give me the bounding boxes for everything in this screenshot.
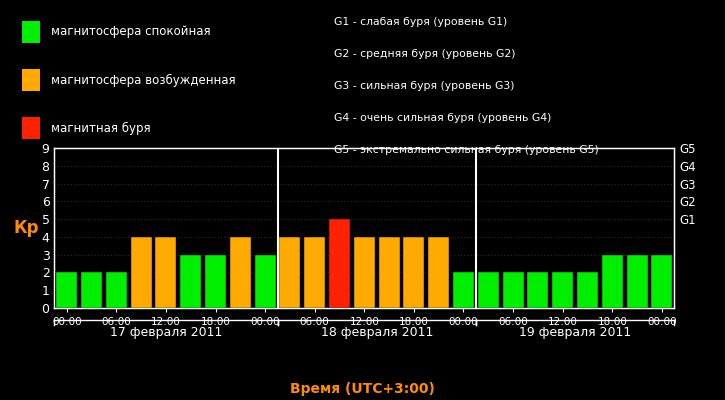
Bar [205,255,226,308]
Text: G4 - очень сильная буря (уровень G4): G4 - очень сильная буря (уровень G4) [334,113,551,123]
Bar [453,272,474,308]
Bar [626,255,647,308]
Bar [651,255,672,308]
Text: G2 - средняя буря (уровень G2): G2 - средняя буря (уровень G2) [334,49,515,59]
Bar [602,255,623,308]
Y-axis label: Кр: Кр [14,219,39,237]
Bar [329,219,350,308]
Text: G5 - экстремально сильная буря (уровень G5): G5 - экстремально сильная буря (уровень … [334,145,598,155]
Bar [106,272,127,308]
Text: G1 - слабая буря (уровень G1): G1 - слабая буря (уровень G1) [334,17,507,27]
Text: магнитосфера спокойная: магнитосфера спокойная [51,26,210,38]
Bar [57,272,78,308]
Text: 18 февраля 2011: 18 февраля 2011 [320,326,433,339]
Text: Время (UTC+3:00): Время (UTC+3:00) [290,382,435,396]
Text: магнитосфера возбужденная: магнитосфера возбужденная [51,74,236,86]
Bar [130,237,152,308]
Bar [230,237,251,308]
Text: G3 - сильная буря (уровень G3): G3 - сильная буря (уровень G3) [334,81,514,91]
Bar [279,237,300,308]
Bar [378,237,399,308]
Bar [181,255,202,308]
Text: магнитная буря: магнитная буря [51,122,150,134]
Bar [155,237,176,308]
Bar [478,272,499,308]
Bar [577,272,598,308]
Bar [403,237,424,308]
Bar [254,255,276,308]
Text: 19 февраля 2011: 19 февраля 2011 [519,326,631,339]
Bar [428,237,450,308]
Bar [502,272,523,308]
Bar [552,272,573,308]
Bar [81,272,102,308]
Bar [527,272,548,308]
Text: 17 февраля 2011: 17 февраля 2011 [109,326,222,339]
Bar [304,237,326,308]
Bar [354,237,375,308]
